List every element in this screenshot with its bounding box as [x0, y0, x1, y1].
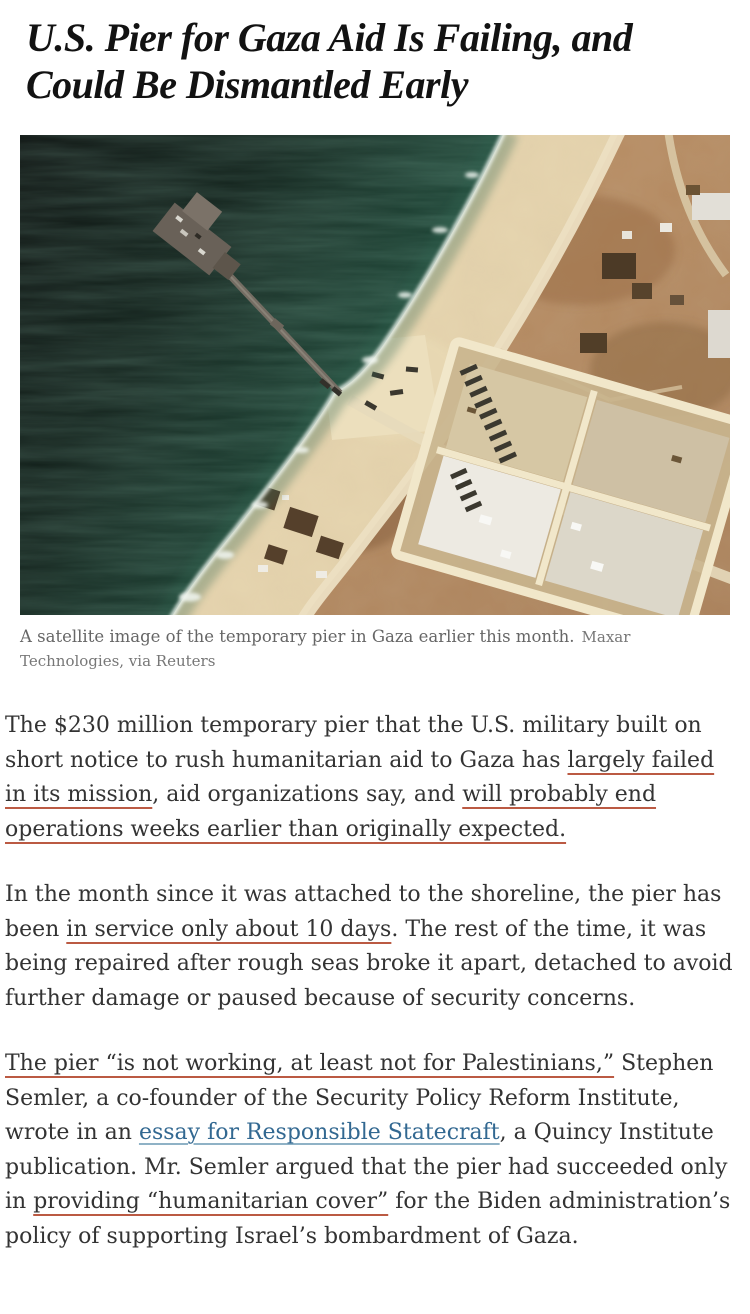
- pier-head-platform: [152, 192, 241, 281]
- caption-text: A satellite image of the temporary pier …: [20, 627, 575, 647]
- satellite-image-graphic: [20, 135, 730, 616]
- satellite-image: [20, 135, 730, 616]
- text-run: The $230 million temporary pier that the…: [5, 713, 702, 773]
- article-link[interactable]: The pier “is not working, at least not f…: [5, 1051, 615, 1077]
- image-credit: Maxar Technologies, via Reuters: [20, 628, 631, 671]
- buildings: [580, 185, 730, 359]
- pier: [152, 192, 343, 397]
- text-run: Stephen Semler, a co-founder of the Secu…: [5, 1051, 714, 1146]
- article-figure: A satellite image of the temporary pier …: [20, 135, 730, 673]
- article-body: The $230 million temporary pier that the…: [5, 709, 740, 1254]
- staging-area: [391, 337, 730, 616]
- article-link[interactable]: will probably end operations weeks earli…: [5, 782, 657, 842]
- text-run: . The rest of the time, it was being rep…: [5, 916, 733, 1011]
- article-link[interactable]: providing “humanitarian cover”: [33, 1189, 389, 1215]
- text-run: , aid organizations say, and: [152, 782, 463, 808]
- paragraph: The pier “is not working, at least not f…: [5, 1047, 740, 1254]
- text-run: for the Biden administration’s policy of…: [5, 1189, 731, 1249]
- text-run: In the month since it was attached to th…: [5, 882, 722, 942]
- image-caption: A satellite image of the temporary pier …: [20, 625, 730, 673]
- text-run: , a Quincy Institute publication. Mr. Se…: [5, 1120, 728, 1215]
- article-page: U.S. Pier for Gaza Aid Is Failing, and C…: [0, 14, 750, 1254]
- paragraph: The $230 million temporary pier that the…: [5, 709, 740, 847]
- article-link[interactable]: largely failed in its mission: [5, 747, 715, 808]
- paragraph: In the month since it was attached to th…: [5, 878, 740, 1016]
- article-link[interactable]: in service only about 10 days: [66, 916, 392, 942]
- external-link[interactable]: essay for Responsible Statecraft: [138, 1120, 500, 1146]
- headline: U.S. Pier for Gaza Aid Is Failing, and C…: [26, 15, 633, 108]
